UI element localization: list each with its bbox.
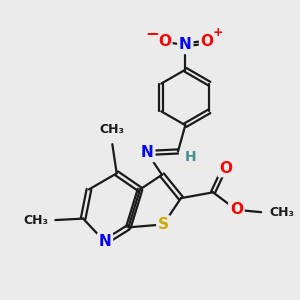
- Text: N: N: [99, 235, 111, 250]
- Text: CH₃: CH₃: [100, 123, 125, 136]
- Text: O: O: [158, 34, 171, 50]
- Text: +: +: [213, 26, 224, 39]
- Text: N: N: [141, 146, 154, 160]
- Text: −: −: [145, 24, 159, 42]
- Text: CH₃: CH₃: [269, 206, 294, 219]
- Text: H: H: [184, 150, 196, 164]
- Text: O: O: [230, 202, 243, 217]
- Text: N: N: [179, 38, 192, 52]
- Text: CH₃: CH₃: [23, 214, 48, 226]
- Text: O: O: [201, 34, 214, 50]
- Text: O: O: [219, 160, 232, 175]
- Text: S: S: [158, 217, 169, 232]
